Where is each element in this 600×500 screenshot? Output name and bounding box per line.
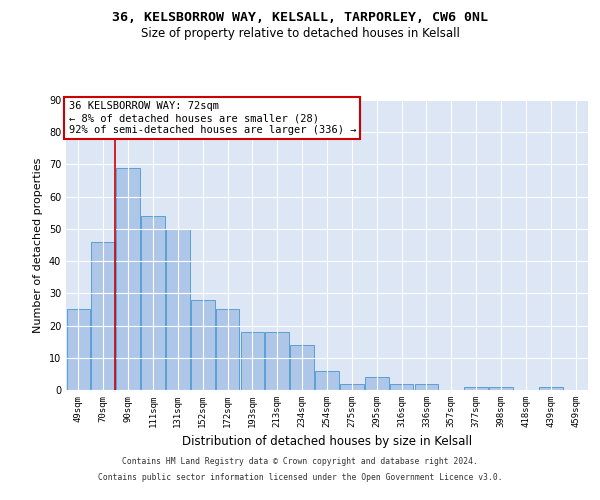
Bar [340, 384, 364, 390]
Y-axis label: Number of detached properties: Number of detached properties [33, 158, 43, 332]
Bar [315, 370, 339, 390]
Text: Contains public sector information licensed under the Open Government Licence v3: Contains public sector information licen… [98, 472, 502, 482]
Bar [290, 345, 314, 390]
Bar [415, 384, 438, 390]
Text: Size of property relative to detached houses in Kelsall: Size of property relative to detached ho… [140, 28, 460, 40]
Text: Contains HM Land Registry data © Crown copyright and database right 2024.: Contains HM Land Registry data © Crown c… [122, 458, 478, 466]
Bar [241, 332, 264, 390]
Bar [539, 387, 563, 390]
Bar [265, 332, 289, 390]
Bar [116, 168, 140, 390]
Bar [166, 229, 190, 390]
X-axis label: Distribution of detached houses by size in Kelsall: Distribution of detached houses by size … [182, 436, 472, 448]
Bar [216, 310, 239, 390]
Bar [141, 216, 165, 390]
Bar [464, 387, 488, 390]
Bar [390, 384, 413, 390]
Bar [365, 377, 389, 390]
Bar [191, 300, 215, 390]
Bar [91, 242, 115, 390]
Text: 36, KELSBORROW WAY, KELSALL, TARPORLEY, CW6 0NL: 36, KELSBORROW WAY, KELSALL, TARPORLEY, … [112, 11, 488, 24]
Bar [67, 310, 90, 390]
Bar [489, 387, 513, 390]
Text: 36 KELSBORROW WAY: 72sqm
← 8% of detached houses are smaller (28)
92% of semi-de: 36 KELSBORROW WAY: 72sqm ← 8% of detache… [68, 102, 356, 134]
